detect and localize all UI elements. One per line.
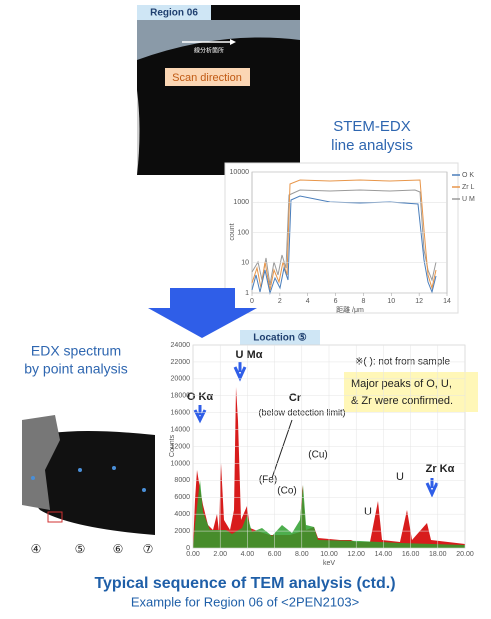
peak-arrow xyxy=(193,405,207,424)
x-tick-label: 12.00 xyxy=(347,551,365,558)
x-tick-label: 0.00 xyxy=(186,551,200,558)
curve xyxy=(251,179,437,291)
x-tick-label: 2.00 xyxy=(213,551,227,558)
line-chart-frame xyxy=(224,162,459,314)
y-tick-label: 16000 xyxy=(171,410,191,417)
point xyxy=(78,468,82,472)
peak-label: U xyxy=(396,471,404,483)
y-tick-label: 10000 xyxy=(230,169,250,176)
y-tick-label: 24000 xyxy=(171,342,191,349)
x-tick-label: 18.00 xyxy=(429,551,447,558)
summary: Major peaks of O, U, xyxy=(351,378,452,390)
y-tick-label: 1 xyxy=(245,290,249,297)
peak-label: Zr Kα xyxy=(426,463,455,475)
peak-label: U Mα xyxy=(236,349,263,361)
y-tick-label: 8000 xyxy=(174,477,190,484)
y-axis-label: Counts xyxy=(169,434,176,457)
point-label: ⑦ xyxy=(143,542,154,556)
scan-note: 線分析箇所 xyxy=(194,47,224,55)
x-tick-label: 0 xyxy=(250,298,254,305)
x-tick-label: 4.00 xyxy=(241,551,255,558)
location-box xyxy=(240,330,320,345)
y-tick-label: 6000 xyxy=(174,494,190,501)
scan-arrow-head xyxy=(230,39,236,45)
y-axis-label: count xyxy=(229,223,236,240)
spectrum-heading: by point analysis xyxy=(24,361,128,377)
line-title: STEM-EDX xyxy=(333,118,411,135)
legend-label: O K xyxy=(462,172,474,179)
point xyxy=(142,488,146,492)
x-tick-label: 8.00 xyxy=(295,551,309,558)
x-tick-label: 6 xyxy=(334,298,338,305)
point xyxy=(31,476,35,480)
spectrum-heading: EDX spectrum xyxy=(31,343,121,359)
point-label: ⑥ xyxy=(113,542,124,556)
x-axis-label: 距離 /μm xyxy=(336,305,364,314)
y-tick-label: 2000 xyxy=(174,528,190,535)
x-tick-label: 8 xyxy=(361,298,365,305)
scan-box xyxy=(165,68,250,86)
x-tick-label: 14.00 xyxy=(375,551,393,558)
x-tick-label: 10.00 xyxy=(320,551,338,558)
x-tick-label: 16.00 xyxy=(402,551,420,558)
x-axis-label: keV xyxy=(323,560,335,567)
tem-edge xyxy=(137,90,140,175)
caption-title: Typical sequence of TEM analysis (ctd.) xyxy=(94,575,395,592)
legend-label: Zr L xyxy=(462,184,475,191)
x-tick-label: 20.00 xyxy=(456,551,474,558)
peak-label: (Co) xyxy=(277,486,296,497)
y-tick-label: 12000 xyxy=(171,443,191,450)
y-tick-label: 22000 xyxy=(171,359,191,366)
tem-edge xyxy=(137,20,300,60)
x-tick-label: 4 xyxy=(306,298,310,305)
peak-label: U xyxy=(364,506,372,518)
region-box xyxy=(137,5,211,20)
point-label: ⑤ xyxy=(75,542,86,556)
scan-direction: Scan direction xyxy=(172,72,242,84)
curve xyxy=(251,195,437,295)
cr-pointer xyxy=(271,419,293,479)
x-tick-label: 10 xyxy=(387,298,395,305)
peak-label: (Cu) xyxy=(308,450,327,461)
summary: & Zr were confirmed. xyxy=(351,395,453,407)
down-arrow xyxy=(148,288,257,338)
y-tick-label: 20000 xyxy=(171,376,191,383)
point xyxy=(112,466,116,470)
point-label: ④ xyxy=(31,542,42,556)
x-tick-label: 12 xyxy=(415,298,423,305)
y-tick-label: 1000 xyxy=(233,199,249,206)
x-tick-label: 6.00 xyxy=(268,551,282,558)
y-tick-label: 14000 xyxy=(171,426,191,433)
y-tick-label: 10 xyxy=(241,260,249,267)
tem-debris xyxy=(22,415,60,510)
region-label: Region 06 xyxy=(150,8,198,19)
legend-label: U M xyxy=(462,196,475,203)
x-tick-label: 2 xyxy=(278,298,282,305)
peak-arrow xyxy=(425,478,439,498)
tem-particle xyxy=(22,431,155,535)
peak-label: Cr xyxy=(289,392,302,404)
y-tick-label: 4000 xyxy=(174,511,190,518)
location-label: Location ⑤ xyxy=(253,333,306,344)
peak-arrow xyxy=(233,362,247,382)
y-tick-label: 10000 xyxy=(171,460,191,467)
peak-label: O Kα xyxy=(187,391,214,403)
tem-box xyxy=(47,511,63,523)
line-title: line analysis xyxy=(331,137,413,154)
y-tick-label: 100 xyxy=(237,229,249,236)
x-tick-label: 14 xyxy=(443,298,451,305)
y-tick-label: 18000 xyxy=(171,393,191,400)
caption-subtitle: Example for Region 06 of <2PEN2103> xyxy=(131,594,359,609)
y-tick-label: 0 xyxy=(186,545,190,552)
